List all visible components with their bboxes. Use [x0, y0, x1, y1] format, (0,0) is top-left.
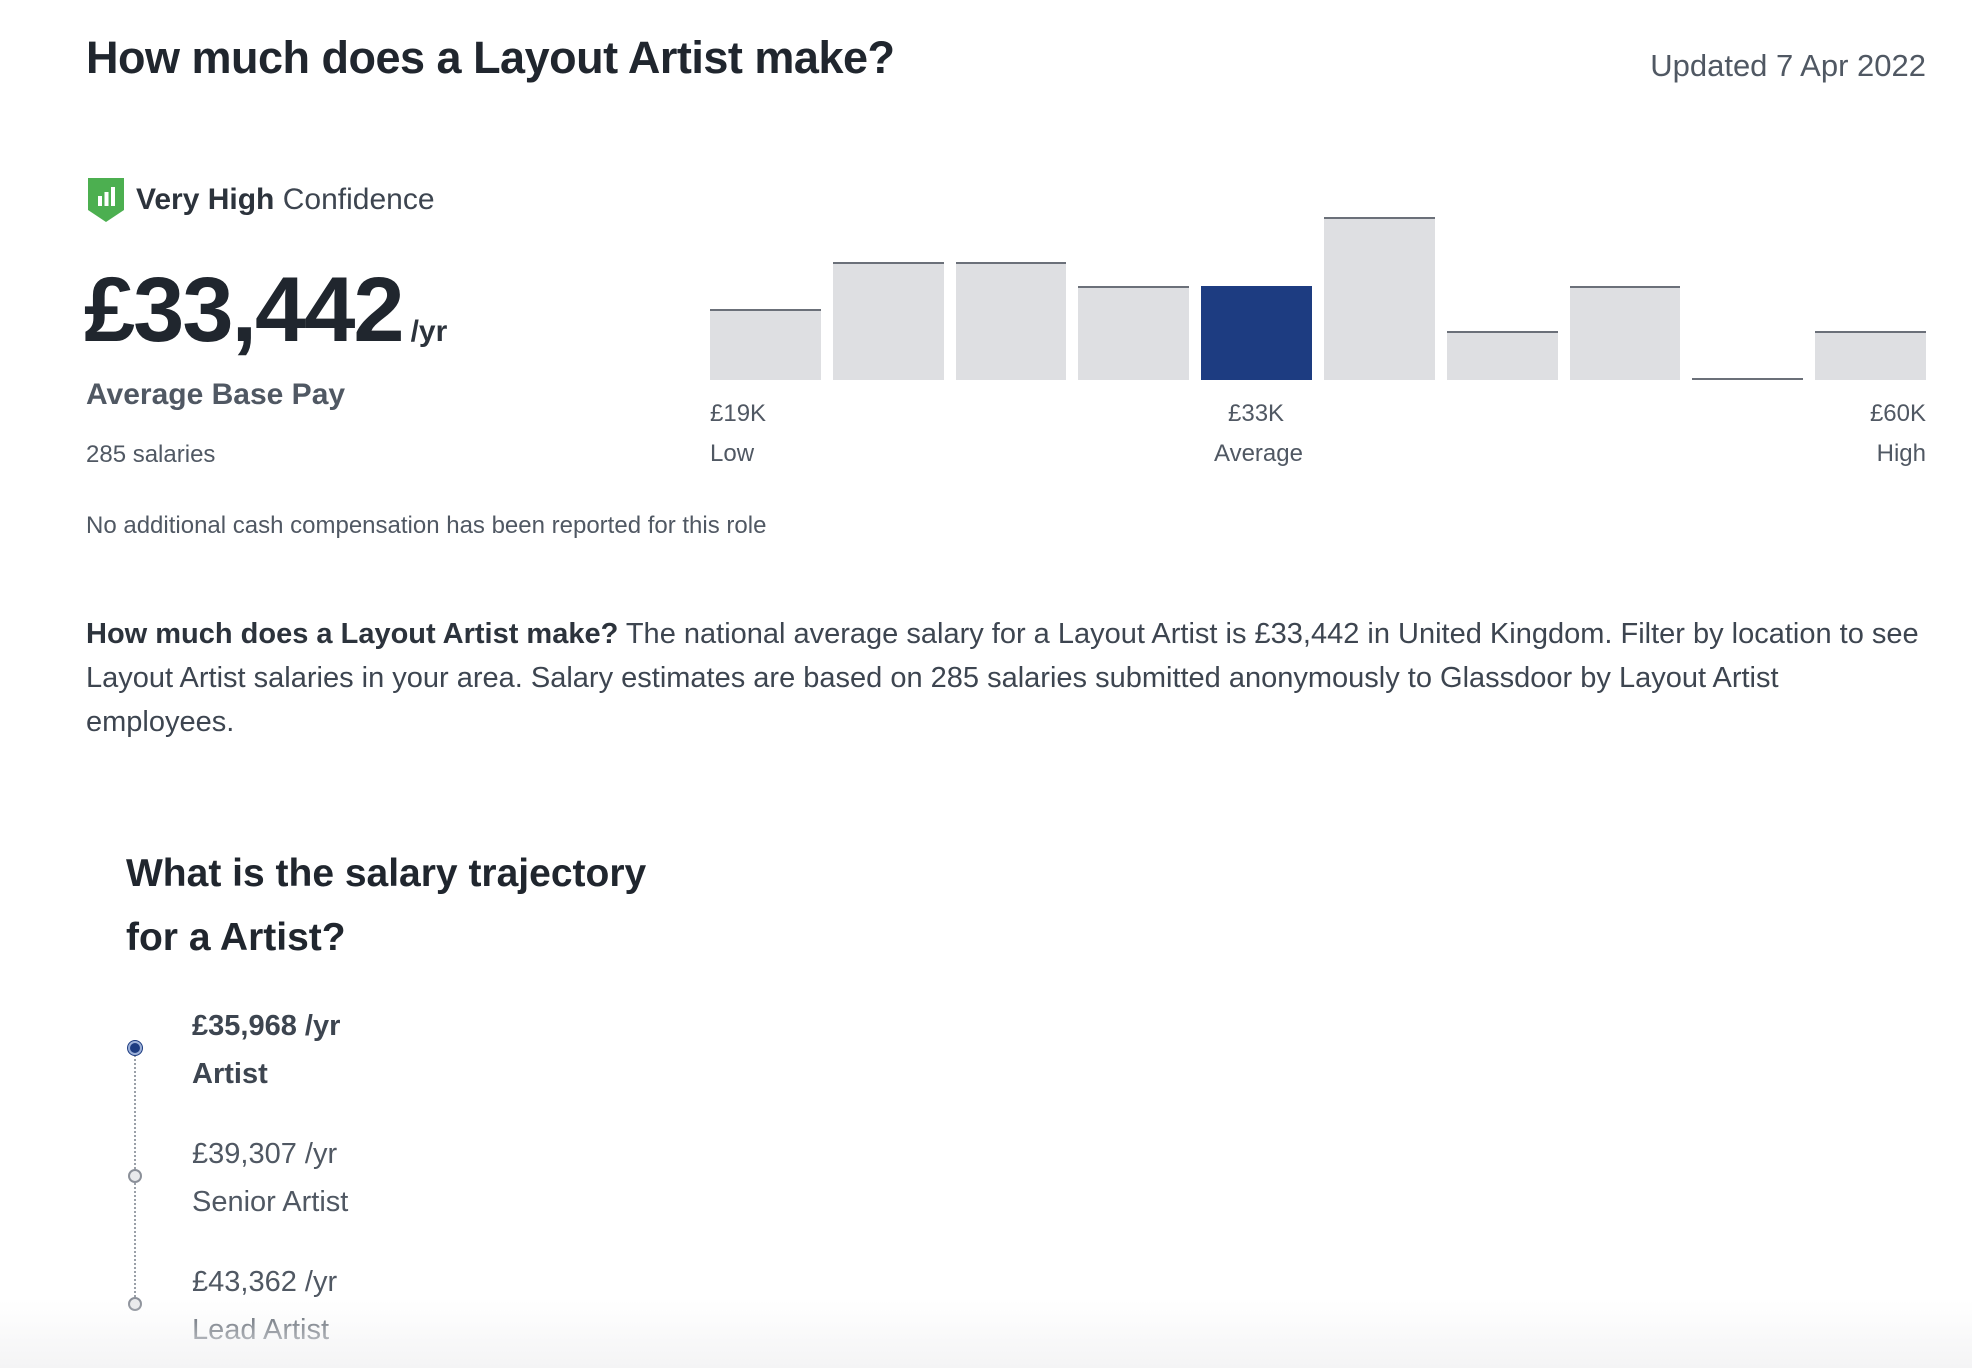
trajectory-step[interactable]: £39,307 /yr Senior Artist — [192, 1130, 348, 1226]
histogram-bar — [955, 262, 1067, 380]
step-salary: £43,362 /yr — [192, 1266, 338, 1298]
cash-compensation-note: No additional cash compensation has been… — [86, 512, 767, 539]
histogram-bar-average — [1201, 285, 1312, 380]
pay-amount: £33,442 — [84, 259, 405, 361]
salary-description: How much does a Layout Artist make? The … — [86, 612, 1926, 744]
confidence-indicator[interactable]: Very High Confidence — [86, 176, 435, 224]
step-role: Senior Artist — [192, 1186, 349, 1218]
timeline-dot-current — [128, 1041, 142, 1055]
bottom-fade — [0, 1300, 1972, 1368]
histogram-bar — [710, 308, 821, 380]
histogram-bar — [1569, 285, 1681, 380]
histogram-bar — [1078, 285, 1190, 380]
histogram-bar — [1692, 378, 1804, 380]
low-value: £19K — [710, 400, 767, 427]
step-role: Artist — [192, 1058, 268, 1090]
histogram-bar — [1815, 330, 1926, 380]
step-salary: £35,968 /yr — [192, 1010, 341, 1042]
histogram-bar — [1324, 217, 1435, 380]
pay-period: /yr — [410, 315, 448, 348]
histogram-bar — [1446, 330, 1558, 380]
page-title: How much does a Layout Artist make? — [86, 32, 895, 83]
low-label: Low — [710, 440, 755, 467]
trajectory-title: What is the salary trajectory for a Arti… — [126, 852, 647, 959]
description-body: The national average salary for a Layout… — [86, 618, 1919, 738]
average-pay: £33,442 /yr — [84, 258, 447, 363]
histogram-bar — [832, 262, 944, 380]
updated-date: Updated 7 Apr 2022 — [1650, 48, 1926, 83]
confidence-level: Very High — [136, 183, 275, 216]
salary-count: 285 salaries — [86, 441, 216, 468]
salary-distribution-histogram — [710, 215, 1926, 380]
description-lead: How much does a Layout Artist make? — [86, 618, 619, 650]
confidence-label: Confidence — [282, 183, 435, 216]
pay-label: Average Base Pay — [86, 378, 346, 411]
trajectory-step[interactable]: £35,968 /yr Artist — [192, 1002, 340, 1098]
timeline-dot — [128, 1169, 142, 1183]
average-value: £33K — [1228, 400, 1285, 427]
high-label: High — [1876, 440, 1926, 467]
step-salary: £39,307 /yr — [192, 1138, 338, 1170]
bar-chart-shield-icon — [88, 178, 124, 222]
high-value: £60K — [1869, 400, 1926, 427]
average-label: Average — [1214, 440, 1303, 467]
